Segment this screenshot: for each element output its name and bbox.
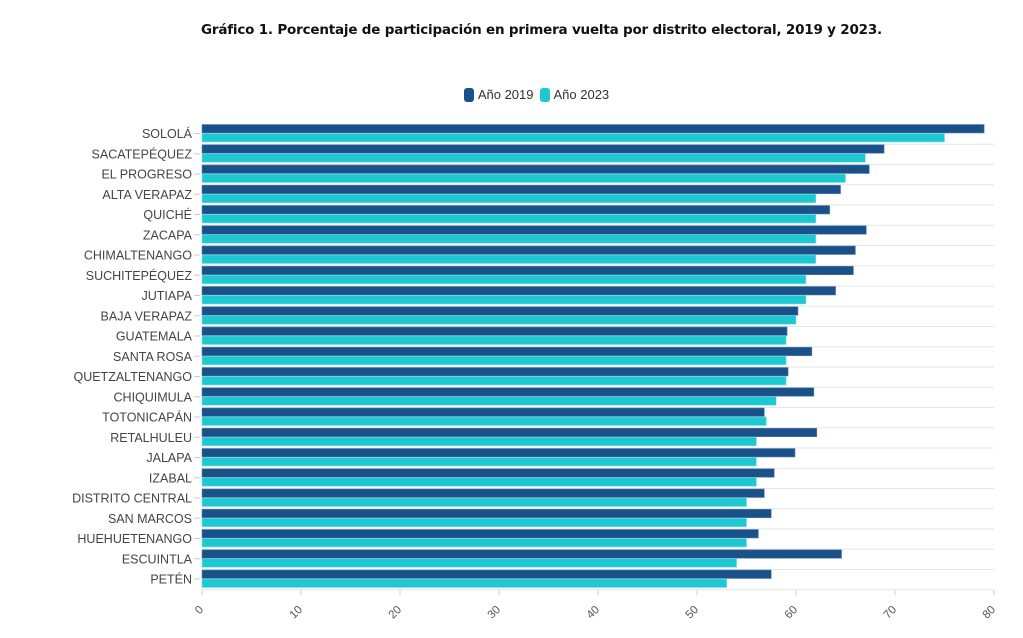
category-label: SOLOLÁ — [142, 126, 193, 141]
x-tick-label: 60 — [783, 604, 801, 622]
bar-año-2019[interactable] — [201, 367, 789, 377]
bar-año-2019[interactable] — [201, 184, 841, 195]
bar-año-2019[interactable] — [201, 265, 854, 276]
category-label: BAJA VERAPAZ — [101, 309, 193, 323]
bar-año-2019[interactable] — [201, 427, 818, 438]
bar-año-2019[interactable] — [201, 124, 985, 134]
x-tick-label: 40 — [585, 604, 603, 622]
category-label: ALTA VERAPAZ — [102, 188, 192, 202]
legend-item-2019[interactable]: Año 2019 — [463, 87, 534, 102]
legend-swatch-2019 — [463, 87, 474, 102]
category-label: CHIMALTENANGO — [84, 249, 192, 263]
bar-año-2023[interactable] — [201, 173, 846, 183]
category-label: HUEHUETENANGO — [77, 532, 192, 546]
legend-item-2023[interactable]: Año 2023 — [539, 87, 610, 102]
legend-swatch-2023 — [539, 87, 550, 102]
category-label: SUCHITEPÉQUEZ — [86, 268, 193, 283]
bar-año-2023[interactable] — [201, 396, 777, 406]
category-label: JUTIAPA — [142, 289, 193, 303]
bar-año-2019[interactable] — [201, 286, 836, 296]
x-tick-label: 30 — [486, 604, 504, 622]
category-label: TOTONICAPÁN — [102, 410, 192, 425]
bar-año-2019[interactable] — [201, 164, 870, 174]
bar-año-2019[interactable] — [201, 387, 815, 397]
category-label: SAN MARCOS — [108, 512, 192, 526]
category-label: EL PROGRESO — [101, 168, 192, 182]
category-label: DISTRITO CENTRAL — [72, 492, 192, 506]
bar-año-2023[interactable] — [201, 193, 817, 204]
category-label: RETALHULEU — [110, 431, 192, 445]
bar-año-2023[interactable] — [201, 133, 945, 143]
bar-año-2023[interactable] — [201, 315, 797, 325]
bar-año-2019[interactable] — [201, 346, 813, 357]
x-tick-label: 50 — [684, 604, 702, 622]
category-label: SACATEPÉQUEZ — [92, 146, 193, 161]
bar-año-2023[interactable] — [201, 355, 787, 366]
bar-año-2019[interactable] — [201, 407, 765, 417]
bar-año-2019[interactable] — [201, 549, 842, 559]
bar-año-2023[interactable] — [201, 153, 866, 163]
bar-año-2023[interactable] — [201, 274, 807, 285]
bar-año-2023[interactable] — [201, 477, 757, 487]
bar-año-2023[interactable] — [201, 558, 737, 568]
category-label: QUETZALTENANGO — [73, 370, 192, 384]
bar-año-2023[interactable] — [201, 416, 767, 426]
x-tick-label: 20 — [387, 604, 405, 622]
category-label: SANTA ROSA — [113, 350, 193, 364]
bar-año-2019[interactable] — [201, 326, 788, 336]
bar-año-2023[interactable] — [201, 214, 817, 224]
x-tick-label: 10 — [288, 604, 306, 622]
bar-año-2019[interactable] — [201, 306, 799, 316]
category-label: CHIQUIMULA — [114, 390, 193, 404]
x-tick-label: 0 — [193, 604, 206, 617]
bar-año-2023[interactable] — [201, 457, 757, 467]
bar-año-2019[interactable] — [201, 468, 775, 478]
x-tick-label: 70 — [882, 604, 900, 622]
bar-año-2019[interactable] — [201, 529, 759, 539]
category-label: GUATEMALA — [116, 330, 193, 344]
bar-año-2023[interactable] — [201, 436, 757, 447]
category-label: QUICHÉ — [143, 207, 192, 222]
bar-año-2019[interactable] — [201, 448, 796, 458]
bar-año-2019[interactable] — [201, 144, 885, 154]
bar-año-2019[interactable] — [201, 225, 867, 235]
category-label: IZABAL — [149, 471, 192, 485]
bar-año-2019[interactable] — [201, 569, 772, 579]
category-label: ZACAPA — [143, 228, 193, 242]
chart-title: Gráfico 1. Porcentaje de participación e… — [201, 22, 882, 38]
category-label: JALAPA — [146, 451, 192, 465]
bar-año-2023[interactable] — [201, 376, 787, 386]
bar-año-2023[interactable] — [201, 295, 807, 305]
bar-año-2019[interactable] — [201, 245, 856, 255]
bar-año-2019[interactable] — [201, 205, 830, 215]
bar-año-2023[interactable] — [201, 517, 747, 528]
bar-año-2023[interactable] — [201, 578, 728, 588]
legend-label-2023: Año 2023 — [553, 87, 610, 102]
category-label: PETÉN — [150, 572, 192, 587]
bar-año-2023[interactable] — [201, 538, 747, 548]
bar-año-2023[interactable] — [201, 234, 817, 244]
category-label: ESCUINTLA — [122, 552, 193, 566]
chart-legend: Año 2019 Año 2023 — [0, 87, 1023, 102]
legend-label-2019: Año 2019 — [477, 87, 534, 102]
x-tick-label: 80 — [981, 604, 999, 622]
bar-año-2019[interactable] — [201, 488, 765, 498]
bar-año-2019[interactable] — [201, 508, 772, 519]
bar-año-2023[interactable] — [201, 497, 747, 507]
bar-año-2023[interactable] — [201, 335, 787, 345]
bar-año-2023[interactable] — [201, 254, 817, 264]
